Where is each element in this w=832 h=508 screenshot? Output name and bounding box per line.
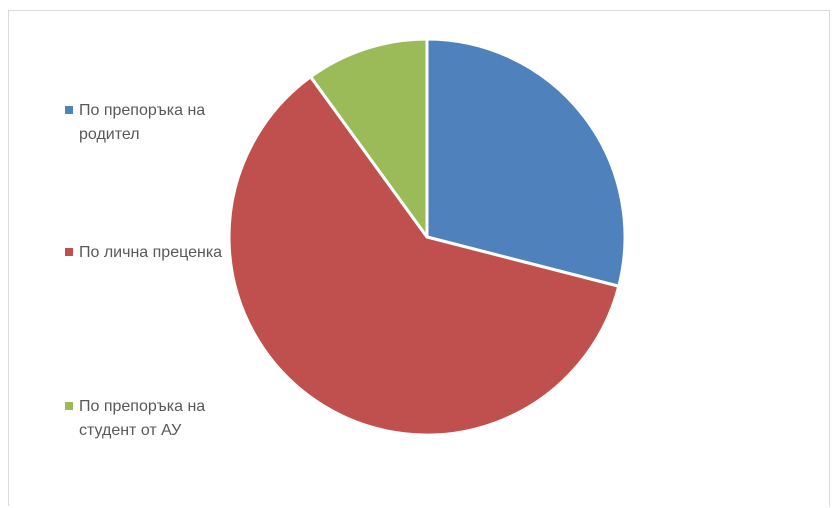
legend-swatch-personal (65, 248, 73, 256)
legend-label-personal: По лична преценка (79, 244, 223, 261)
pie-chart (227, 37, 627, 437)
legend-item-parent: По препоръка на родител (65, 99, 229, 147)
pie-slice-personal (227, 75, 621, 437)
pie-slice-parent (425, 37, 627, 288)
legend-label-student: По препоръка на студент от АУ (79, 398, 206, 439)
legend-swatch-student (65, 402, 73, 410)
legend-swatch-parent (65, 106, 73, 114)
legend-label-parent: По препоръка на родител (79, 102, 206, 143)
legend-item-student: По препоръка на студент от АУ (65, 395, 229, 443)
pie-slice-student (309, 37, 429, 239)
legend-item-personal: По лична преценка (65, 241, 229, 265)
chart-area: По препоръка на родител По лична преценк… (8, 10, 830, 506)
pie-slices (227, 37, 627, 437)
